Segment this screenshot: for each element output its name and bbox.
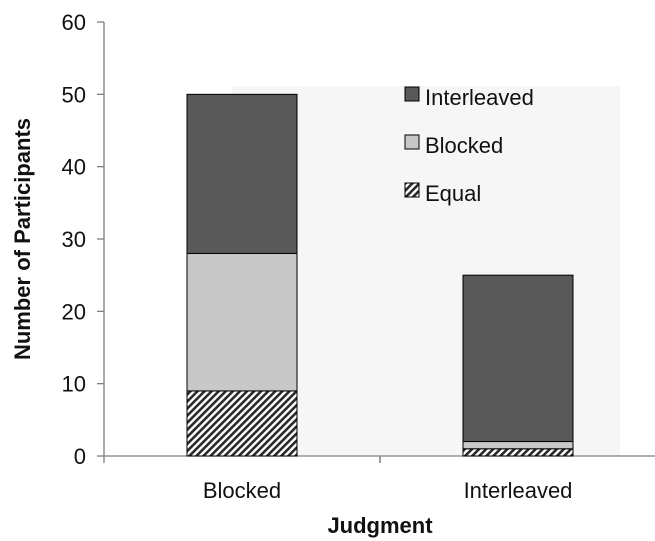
bar-segment-blocked-blocked bbox=[186, 252, 298, 392]
x-axis-title: Judgment bbox=[327, 513, 433, 538]
y-tick-label: 0 bbox=[74, 444, 86, 469]
x-tick-label: Blocked bbox=[203, 478, 281, 503]
y-tick-label: 20 bbox=[62, 299, 86, 324]
legend: Interleaved Blocked Equal bbox=[404, 85, 534, 206]
legend-swatch-equal bbox=[404, 182, 420, 198]
y-tick-label: 40 bbox=[62, 155, 86, 180]
legend-label-interleaved: Interleaved bbox=[425, 85, 534, 110]
legend-swatch-interleaved bbox=[404, 86, 420, 102]
legend-label-blocked: Blocked bbox=[425, 133, 503, 158]
bar-segment-equal-blocked bbox=[186, 390, 298, 457]
y-tick-label: 10 bbox=[62, 372, 86, 397]
x-tick-labels: Blocked Interleaved bbox=[203, 478, 573, 503]
y-tick-labels: 0 10 20 30 40 50 60 bbox=[62, 10, 86, 469]
legend-swatch-blocked bbox=[404, 134, 420, 150]
legend-label-equal: Equal bbox=[425, 181, 481, 206]
bars bbox=[186, 93, 574, 457]
bar-segment-blocked-interleaved bbox=[462, 441, 574, 450]
x-tick-label: Interleaved bbox=[464, 478, 573, 503]
bar-segment-interleaved-blocked bbox=[186, 93, 298, 254]
y-axis-title: Number of Participants bbox=[10, 118, 35, 360]
y-tick-label: 50 bbox=[62, 82, 86, 107]
y-tick-label: 60 bbox=[62, 10, 86, 35]
bar-segment-interleaved-interleaved bbox=[462, 274, 574, 443]
bar-segment-equal-interleaved bbox=[462, 448, 574, 457]
y-tick-label: 30 bbox=[62, 227, 86, 252]
